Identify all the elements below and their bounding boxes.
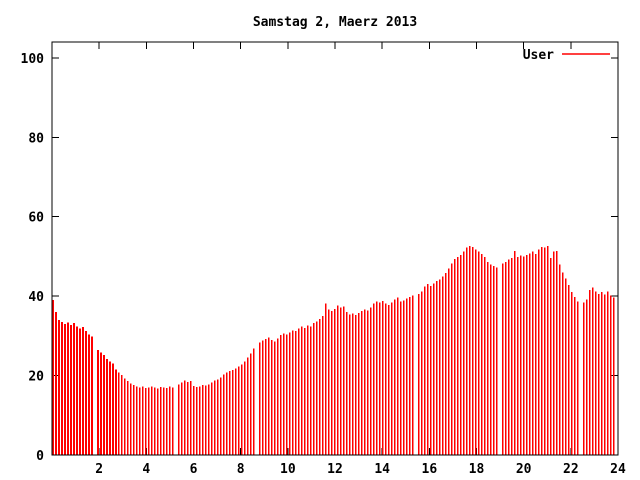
y-tick-label: 80 xyxy=(28,131,44,146)
x-tick-label: 18 xyxy=(469,462,485,477)
x-tick-label: 10 xyxy=(280,462,296,477)
x-tick-label: 4 xyxy=(142,462,150,477)
x-tick-label: 14 xyxy=(374,462,390,477)
x-tick-label: 24 xyxy=(610,462,626,477)
chart-title: Samstag 2, Maerz 2013 xyxy=(253,15,417,30)
impulse-bars xyxy=(52,246,615,456)
plot-border xyxy=(51,41,619,456)
legend-label: User xyxy=(523,48,554,63)
y-tick-label: 0 xyxy=(36,449,44,464)
x-tick-label: 6 xyxy=(190,462,198,477)
x-tick-label: 20 xyxy=(516,462,532,477)
x-tick-label: 8 xyxy=(237,462,245,477)
x-tick-label: 16 xyxy=(422,462,438,477)
y-tick-label: 40 xyxy=(28,290,44,305)
y-tick-label: 100 xyxy=(21,52,45,67)
y-tick-label: 60 xyxy=(28,211,44,226)
x-tick-label: 2 xyxy=(95,462,103,477)
x-tick-label: 12 xyxy=(327,462,343,477)
x-tick-label: 22 xyxy=(563,462,579,477)
y-tick-label: 20 xyxy=(28,370,44,385)
